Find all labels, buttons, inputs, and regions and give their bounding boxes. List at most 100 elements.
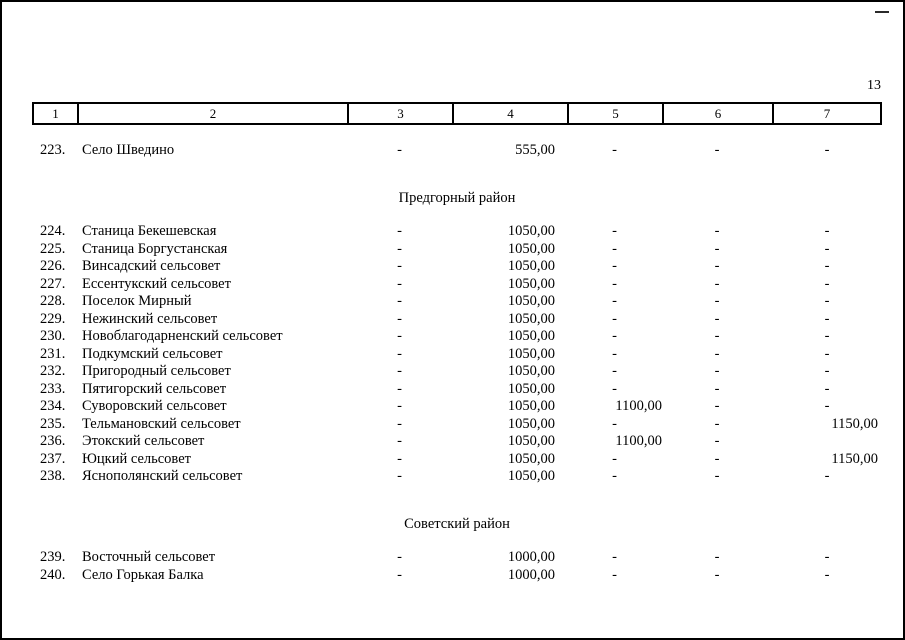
- settlement-name-cell: Станица Боргустанская: [82, 240, 228, 257]
- col-7-value-cell: -: [824, 258, 830, 274]
- tariff-table: 1 2 3 4 5 6 7 223. Село Шведино -555,00- - -…: [32, 102, 882, 584]
- column-divider: [347, 104, 349, 123]
- col-7-value-cell: 1150,00: [831, 450, 878, 467]
- table-row: 239. Восточный сельсовет - 1000,00 - - -: [32, 549, 882, 567]
- table-row: 226. Винсадский сельсовет - 1050,00 - - -: [32, 258, 882, 276]
- row-number-cell: 235.: [40, 415, 66, 432]
- row-number-cell: 228.: [40, 293, 66, 309]
- settlement-name-cell: Пятигорский сельсовет: [82, 380, 227, 397]
- col-6-value-cell: -: [714, 433, 720, 449]
- row-number-cell: 226.: [40, 258, 66, 274]
- table-row: 228. Поселок Мирный - 1050,00 - - -: [32, 293, 882, 311]
- column-divider: [452, 104, 454, 123]
- settlement-name-cell: Восточный сельсовет: [82, 549, 216, 565]
- settlement-name-cell: Станица Бекешевская: [82, 223, 217, 239]
- col-7-value-cell: -: [824, 566, 830, 583]
- col-5-value-cell: -: [612, 223, 617, 239]
- col-5-value-cell: -: [612, 275, 617, 292]
- row-number-cell: 230.: [40, 328, 66, 344]
- col-4-value-cell: 1050,00: [507, 363, 555, 379]
- col-6-value-cell: -: [714, 223, 720, 239]
- col-7-value-cell: -: [824, 310, 830, 327]
- row-number-cell: 234.: [40, 398, 66, 414]
- settlement-name-cell: Поселок Мирный: [82, 293, 192, 309]
- settlement-name-cell: Пригородный сельсовет: [82, 363, 231, 379]
- col-5-value-cell: -: [612, 450, 617, 467]
- col-4-value-cell: 1050,00: [507, 240, 555, 257]
- col-5-value-cell: 1100,00: [615, 398, 662, 414]
- col-6-value-cell: -: [714, 566, 720, 583]
- col-7-value-cell: -: [824, 363, 830, 379]
- settlement-name-cell: Тельмановский сельсовет: [82, 415, 241, 432]
- col-5-value-cell: -: [612, 142, 617, 158]
- settlement-name-cell: Винсадский сельсовет: [82, 258, 221, 274]
- column-divider: [77, 104, 79, 123]
- col-3-value-cell: -: [397, 398, 402, 414]
- col-6-value-cell: -: [714, 468, 720, 484]
- col-5-value-cell: -: [612, 293, 617, 309]
- col-5-value-cell: -: [612, 328, 617, 344]
- col-4-value-cell: 1000,00: [507, 549, 555, 565]
- row-number-cell: 240.: [40, 566, 66, 583]
- section-rows: 223. Село Шведино - 555,00 - - -: [32, 142, 882, 160]
- column-header-4: 4: [507, 106, 514, 121]
- col-7-value-cell: -: [824, 380, 830, 397]
- col-3-value-cell: -: [397, 310, 402, 327]
- col-6-value-cell: -: [714, 275, 720, 292]
- section-rows: 224. Станица Бекешевская -1050,00- - -225. Ст…: [32, 223, 882, 486]
- col-5-value-cell: -: [612, 468, 617, 484]
- table-row: 238. Яснополянский сельсовет - 1050,00 - - -: [32, 468, 882, 486]
- settlement-name-cell: Суворовский сельсовет: [82, 398, 227, 414]
- table-row: 231. Подкумский сельсовет - 1050,00 - - -: [32, 346, 882, 364]
- table-row: 237. Юцкий сельсовет - 1050,00 - - 1150,00: [32, 451, 882, 469]
- col-6-value-cell: -: [714, 240, 720, 257]
- col-7-value-cell: -: [824, 142, 830, 158]
- col-4-value-cell: 1050,00: [507, 433, 555, 449]
- table-row: 236. Этокский сельсовет - 1050,00 1100,00 -: [32, 433, 882, 451]
- col-4-value-cell: 1050,00: [507, 275, 555, 292]
- col-6-value-cell: -: [714, 142, 720, 158]
- col-7-value-cell: -: [824, 223, 830, 239]
- col-5-value-cell: -: [612, 380, 617, 397]
- col-3-value-cell: -: [397, 549, 402, 565]
- col-3-value-cell: -: [397, 240, 402, 257]
- row-number-cell: 237.: [40, 450, 66, 467]
- col-3-value-cell: -: [397, 223, 402, 239]
- settlement-name-cell: Этокский сельсовет: [82, 433, 205, 449]
- settlement-name-cell: Нежинский сельсовет: [82, 310, 218, 327]
- section-title: Советский район: [404, 515, 510, 532]
- row-number-cell: 225.: [40, 240, 66, 257]
- col-5-value-cell: -: [612, 415, 617, 432]
- col-5-value-cell: -: [612, 258, 617, 274]
- col-7-value-cell: -: [824, 468, 830, 484]
- settlement-name-cell: Новоблагодарненский сельсовет: [82, 328, 283, 344]
- settlement-name-cell: Село Горькая Балка: [82, 566, 204, 583]
- col-3-value-cell: -: [397, 363, 402, 379]
- section-rows: 239. Восточный сельсовет -1000,00- - -240. Се…: [32, 549, 882, 584]
- table-row: 234. Суворовский сельсовет - 1050,00 1100,00…: [32, 398, 882, 416]
- col-3-value-cell: -: [397, 450, 402, 467]
- col-6-value-cell: -: [714, 380, 720, 397]
- col-7-value-cell: [772, 433, 882, 451]
- col-4-value-cell: 1050,00: [507, 328, 555, 344]
- column-header-6: 6: [714, 106, 722, 121]
- page-number: 13: [867, 78, 881, 93]
- col-7-value-cell: -: [824, 398, 830, 414]
- row-number-cell: 231.: [40, 345, 66, 362]
- col-3-value-cell: -: [397, 275, 402, 292]
- column-header-5: 5: [612, 106, 619, 121]
- table-row: 240. Село Горькая Балка - 1000,00 - - -: [32, 567, 882, 585]
- column-divider: [567, 104, 569, 123]
- col-5-value-cell: -: [612, 240, 617, 257]
- scan-artifact: [875, 11, 889, 13]
- col-7-value-cell: -: [824, 240, 830, 257]
- col-4-value-cell: 1050,00: [507, 450, 555, 467]
- col-4-value-cell: 1050,00: [507, 293, 555, 309]
- col-5-value-cell: -: [612, 566, 617, 583]
- col-7-value-cell: -: [824, 328, 830, 344]
- col-6-value-cell: -: [714, 310, 720, 327]
- col-3-value-cell: -: [397, 415, 402, 432]
- settlement-name-cell: Юцкий сельсовет: [82, 450, 191, 467]
- row-number-cell: 238.: [40, 468, 66, 484]
